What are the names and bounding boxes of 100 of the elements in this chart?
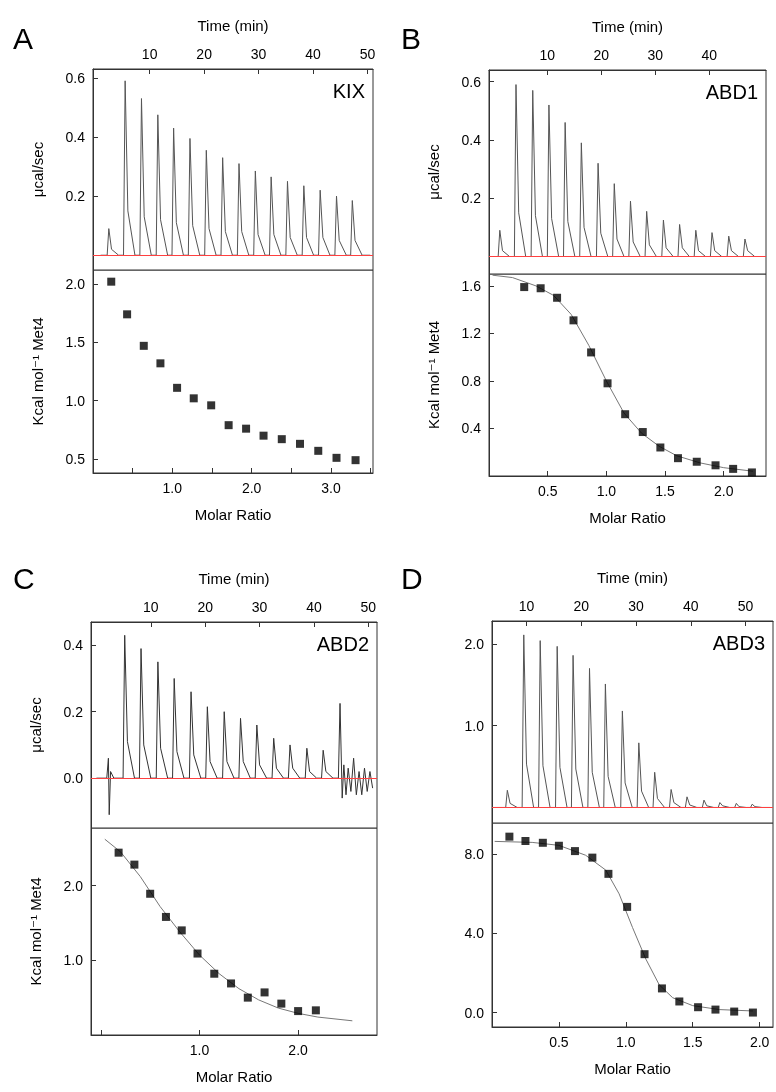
x-tick-label: 30 [251, 599, 268, 615]
x-tick-label: 10 [518, 598, 535, 614]
x-tick-label: 2.0 [288, 1042, 309, 1058]
chart-title: B [401, 21, 422, 55]
point [296, 439, 305, 448]
point [277, 999, 286, 1008]
y-tick-label: 0.4 [65, 128, 86, 145]
x-tick-label: 1.0 [189, 1042, 210, 1058]
x-tick-label: 10 [143, 599, 159, 615]
y-tick-label: 0.2 [65, 188, 86, 205]
point [588, 853, 597, 862]
point [351, 456, 360, 465]
point [332, 453, 341, 462]
y-tick-label: 0.0 [464, 1004, 485, 1021]
point [711, 461, 720, 470]
y-axis-title: Kcal mol⁻¹ Met4 [29, 317, 46, 426]
x-tick-label: 2.0 [749, 1034, 770, 1050]
chart-title: A [13, 21, 34, 55]
x-tick-label: 2.0 [714, 483, 734, 499]
point [520, 283, 529, 292]
x-tick-label: 40 [305, 46, 322, 62]
x-tick-label: 1.0 [596, 483, 617, 499]
point [554, 841, 563, 850]
x-axis-title: Molar Ratio [194, 506, 272, 523]
x-tick-label: 30 [250, 46, 267, 62]
point [146, 889, 155, 898]
x-axis-title: Molar Ratio [195, 1068, 273, 1085]
x-tick-label: 30 [628, 598, 645, 614]
point [505, 832, 514, 841]
point [210, 969, 219, 978]
point [587, 348, 596, 357]
y-axis-title: Kcal mol⁻¹ Met4 [425, 321, 442, 429]
point [243, 993, 252, 1002]
y-tick-label: 0.6 [65, 69, 86, 86]
y-axis-title: Kcal mol⁻¹ Met4 [27, 877, 44, 986]
y-tick-label: 0.5 [65, 451, 86, 467]
point [259, 431, 268, 440]
y-tick-label: 2.0 [63, 877, 84, 894]
y-axis-title: μcal/sec [27, 696, 44, 753]
point [260, 988, 269, 997]
x-axis-title: Molar Ratio [594, 1060, 671, 1077]
chart-title: D [401, 561, 423, 595]
y-tick-label: 1.0 [65, 392, 86, 409]
x-axis-title: Molar Ratio [589, 509, 666, 526]
point [623, 902, 632, 911]
point [748, 1008, 757, 1017]
point [161, 912, 170, 921]
point [227, 979, 236, 988]
point [107, 277, 116, 286]
y-tick-label: 1.2 [461, 325, 482, 342]
point [156, 359, 165, 368]
x-tick-label: 20 [573, 598, 590, 614]
point [657, 984, 666, 993]
y-tick-label: 1.5 [65, 334, 86, 351]
point [675, 997, 684, 1006]
point [521, 837, 530, 846]
point [729, 464, 738, 473]
y-tick-label: 0.4 [63, 637, 84, 654]
point [604, 869, 613, 878]
annotation: ABD1 [705, 81, 758, 103]
point [177, 926, 186, 935]
x-tick-label: 10 [141, 46, 158, 62]
annotation: KIX [332, 80, 366, 102]
y-tick-label: 2.0 [65, 276, 86, 292]
x-tick-label: 1.0 [162, 480, 183, 496]
x-tick-label: 50 [737, 598, 754, 614]
y-axis-title: μcal/sec [29, 141, 46, 198]
annotation: ABD2 [316, 633, 369, 655]
y-tick-label: 0.0 [63, 770, 84, 787]
y-tick-label: 1.0 [63, 952, 84, 969]
y-tick-label: 1.6 [461, 277, 482, 294]
point [538, 838, 547, 847]
x-tick-label: 1.5 [655, 483, 675, 499]
x-tick-label: 20 [197, 599, 214, 615]
point [294, 1007, 303, 1016]
point [173, 383, 182, 392]
y-tick-label: 2.0 [464, 635, 485, 652]
point [553, 293, 562, 302]
y-tick-label: 0.2 [461, 190, 482, 207]
x-tick-label: 20 [593, 47, 610, 63]
point [139, 341, 148, 350]
x-axis-title: Time (min) [197, 17, 269, 34]
point [536, 284, 545, 293]
y-tick-label: 8.0 [464, 846, 485, 863]
point [114, 848, 123, 857]
x-tick-label: 10 [539, 47, 556, 63]
point [123, 310, 132, 319]
point [314, 446, 323, 455]
chart-title: C [13, 561, 35, 595]
x-tick-label: 40 [683, 598, 699, 614]
x-tick-label: 30 [647, 47, 664, 63]
y-axis-title: μcal/sec [425, 143, 442, 200]
point [711, 1005, 720, 1014]
x-tick-label: 2.0 [241, 480, 262, 496]
y-tick-label: 4.0 [464, 925, 485, 942]
point [189, 394, 198, 403]
x-tick-label: 40 [306, 599, 322, 615]
x-tick-label: 3.0 [321, 480, 341, 496]
x-tick-label: 40 [701, 47, 718, 63]
x-tick-label: 1.0 [616, 1034, 636, 1050]
